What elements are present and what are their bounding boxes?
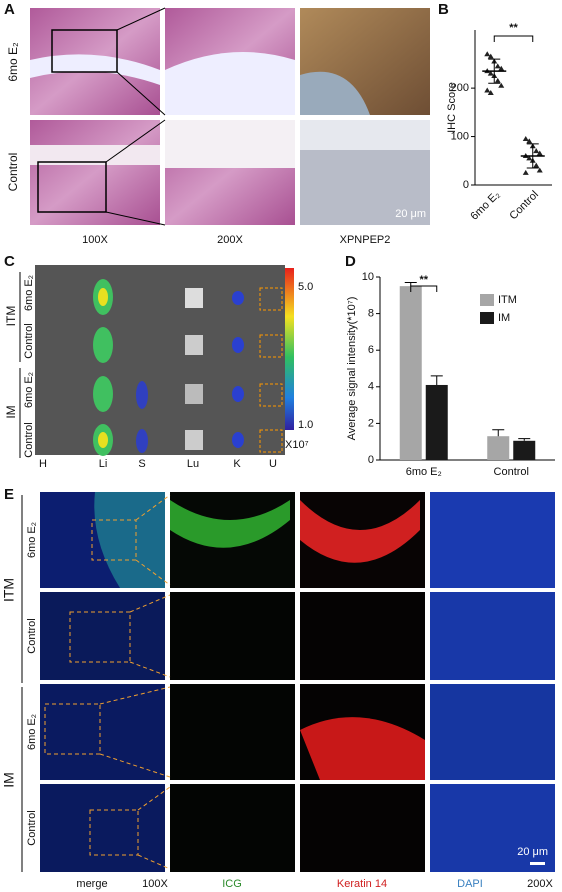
bar <box>425 384 448 460</box>
error-bar <box>492 429 505 437</box>
data-point <box>494 77 501 83</box>
y-tick-label: 6 <box>368 344 374 356</box>
y-axis-label: IHC Score <box>446 82 458 133</box>
column-label: K <box>233 458 241 470</box>
data-point <box>522 135 529 141</box>
x-tick-label: Control <box>494 466 529 478</box>
y-tick-label: 8 <box>368 308 374 320</box>
significance-bracket <box>410 285 438 292</box>
data-point <box>536 150 543 156</box>
panel-e-images <box>21 492 555 872</box>
data-point <box>536 167 543 173</box>
data-point <box>498 65 505 71</box>
panel-letter: B <box>438 1 449 18</box>
y-tick-label: 0 <box>463 179 469 191</box>
data-point <box>526 155 533 161</box>
error-bar <box>518 438 531 441</box>
error-bar <box>526 143 539 169</box>
legend-swatch <box>480 312 494 324</box>
group-label: ITM <box>4 306 18 327</box>
row-label: Control <box>26 810 38 845</box>
significance-bracket <box>493 35 534 42</box>
column-label: S <box>138 458 145 470</box>
data-point <box>487 70 494 76</box>
column-label: merge <box>76 878 107 890</box>
row-label: Control <box>6 153 20 192</box>
y-axis-label: Average signal intensity(*10⁷) <box>346 297 358 441</box>
error-bar <box>430 375 443 385</box>
panel-c-image <box>19 265 294 458</box>
row-label: 6mo E₂ <box>26 714 38 750</box>
column-label: XPNPEP2 <box>340 234 391 246</box>
significance: ** <box>509 22 518 34</box>
row-label: 6mo E₂ <box>23 372 35 408</box>
y-tick-label: 0 <box>368 454 374 466</box>
column-label: Lu <box>187 458 199 470</box>
column-label: Li <box>99 458 108 470</box>
group-label: ITM <box>1 578 17 602</box>
data-point <box>533 148 540 154</box>
y-tick-label: 2 <box>368 417 374 429</box>
data-point <box>494 63 501 69</box>
group-label: IM <box>1 772 17 788</box>
column-label: 100X <box>82 234 108 246</box>
data-point <box>484 87 491 93</box>
panel-letter: E <box>4 486 14 503</box>
data-point <box>487 53 494 59</box>
row-label: 6mo E₂ <box>23 275 35 311</box>
bar <box>487 436 510 460</box>
row-label: Control <box>23 422 35 457</box>
x-tick-label: 6mo E₂ <box>468 189 502 223</box>
column-label: 200X <box>527 878 553 890</box>
legend-swatch <box>480 294 494 306</box>
scale-label: 20 μm <box>517 846 548 858</box>
data-point <box>487 89 494 95</box>
panel-letter: C <box>4 253 15 270</box>
column-label: H <box>39 458 47 470</box>
colorbar-unit: X10⁷ <box>285 439 309 451</box>
colorbar-label: 5.0 <box>298 281 313 293</box>
group-label: IM <box>4 405 18 418</box>
column-label: ICG <box>222 878 242 890</box>
bar <box>399 286 422 460</box>
x-tick-label: 6mo E₂ <box>406 466 442 478</box>
panel-letter: D <box>345 253 356 270</box>
bar <box>513 440 536 460</box>
column-label: 200X <box>217 234 243 246</box>
data-point <box>498 82 505 88</box>
data-point <box>526 138 533 144</box>
significance: ** <box>419 274 428 286</box>
data-point <box>484 51 491 57</box>
data-point <box>533 162 540 168</box>
row-label: 6mo E₂ <box>26 522 38 558</box>
column-label: DAPI <box>457 878 483 890</box>
legend-label: ITM <box>498 294 517 306</box>
panel-letter: A <box>4 1 15 18</box>
colorbar-label: 1.0 <box>298 419 313 431</box>
panel-a-images <box>30 7 430 226</box>
x-tick-label: Control <box>507 189 541 223</box>
y-tick-label: 4 <box>368 381 374 393</box>
column-label: 100X <box>142 878 168 890</box>
y-tick-label: 10 <box>362 271 374 283</box>
error-bar <box>488 58 501 84</box>
column-label: Keratin 14 <box>337 878 387 890</box>
data-point <box>522 169 529 175</box>
row-label: 6mo E₂ <box>6 42 20 82</box>
y-tick-label: 200 <box>451 82 469 94</box>
row-label: Control <box>26 618 38 653</box>
y-tick-label: 100 <box>451 130 469 142</box>
legend-label: IM <box>498 312 510 324</box>
column-label: U <box>269 458 277 470</box>
row-label: Control <box>23 323 35 358</box>
scale-label: 20 μm <box>395 208 426 220</box>
